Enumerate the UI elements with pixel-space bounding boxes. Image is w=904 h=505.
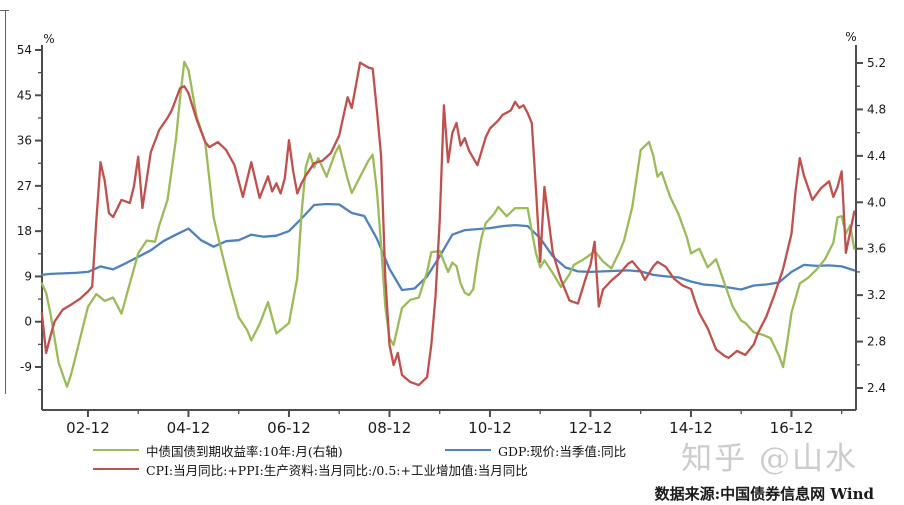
x-axis-tick-label: 12-12 (569, 419, 613, 437)
right-axis-tick-label: 4.4 (867, 149, 886, 163)
left-axis-tick-label: 27 (17, 179, 32, 193)
left-axis-tick-label: 36 (17, 134, 32, 148)
legend-swatch-bond-yield (93, 449, 139, 451)
axes (35, 45, 863, 417)
legend-swatch-gdp (445, 449, 491, 451)
legend-label-gdp: GDP:现价:当季值:同比 (498, 443, 627, 459)
legend-label-bond-yield: 中债国债到期收益率:10年:月(右轴) (146, 443, 343, 459)
legend-swatch-cpi-composite (93, 468, 139, 470)
x-axis-tick-label: 16-12 (770, 419, 814, 437)
series-line-gdp (40, 202, 856, 292)
left-axis-unit-label: % (43, 32, 54, 46)
left-axis-tick-label: 45 (17, 88, 32, 102)
legend-label-cpi-composite: CPI:当月同比:+PPI:生产资料:当月同比:/0.5:+工业增加值:当月同比 (146, 462, 528, 478)
left-axis-tick-label: 54 (17, 43, 32, 57)
right-axis-tick-label: 4.0 (867, 195, 886, 209)
x-axis-tick-label: 02-12 (66, 419, 110, 437)
axis-spines (41, 45, 857, 411)
left-axis-tick-label: -9 (20, 360, 32, 374)
right-axis-tick-label: 4.8 (867, 102, 886, 116)
series-line-cpi-composite (40, 61, 856, 387)
right-axis-tick-label: 3.6 (867, 242, 886, 256)
left-axis-tick-label: 0 (24, 315, 32, 329)
left-axis-tick-label: 18 (17, 224, 32, 238)
series-line-bond-yield (40, 60, 856, 388)
x-axis-tick-label: 10-12 (468, 419, 512, 437)
right-axis-tick-label: 2.8 (867, 335, 886, 349)
right-axis-tick-label: 3.2 (867, 288, 886, 302)
right-axis-tick-label: 2.4 (867, 381, 886, 395)
x-axis-tick-label: 04-12 (167, 419, 211, 437)
legend-item-bond-yield: 中债国债到期收益率:10年:月(右轴) (93, 443, 343, 459)
frame-lines (0, 10, 9, 394)
right-axis-unit-label: % (845, 30, 856, 44)
legend-item-cpi-composite: CPI:当月同比:+PPI:生产资料:当月同比:/0.5:+工业增加值:当月同比 (93, 462, 528, 478)
x-axis-tick-label: 14-12 (669, 419, 713, 437)
watermark: 知乎 @山水 (681, 441, 858, 477)
x-axis-tick-label: 08-12 (368, 419, 412, 437)
data-source-note: 数据来源:中国债券信息网 Wind (654, 485, 874, 503)
legend-item-gdp: GDP:现价:当季值:同比 (445, 443, 627, 459)
left-axis-tick-label: 9 (24, 269, 32, 283)
x-axis-tick-label: 06-12 (267, 419, 311, 437)
right-axis-tick-label: 5.2 (867, 56, 886, 70)
